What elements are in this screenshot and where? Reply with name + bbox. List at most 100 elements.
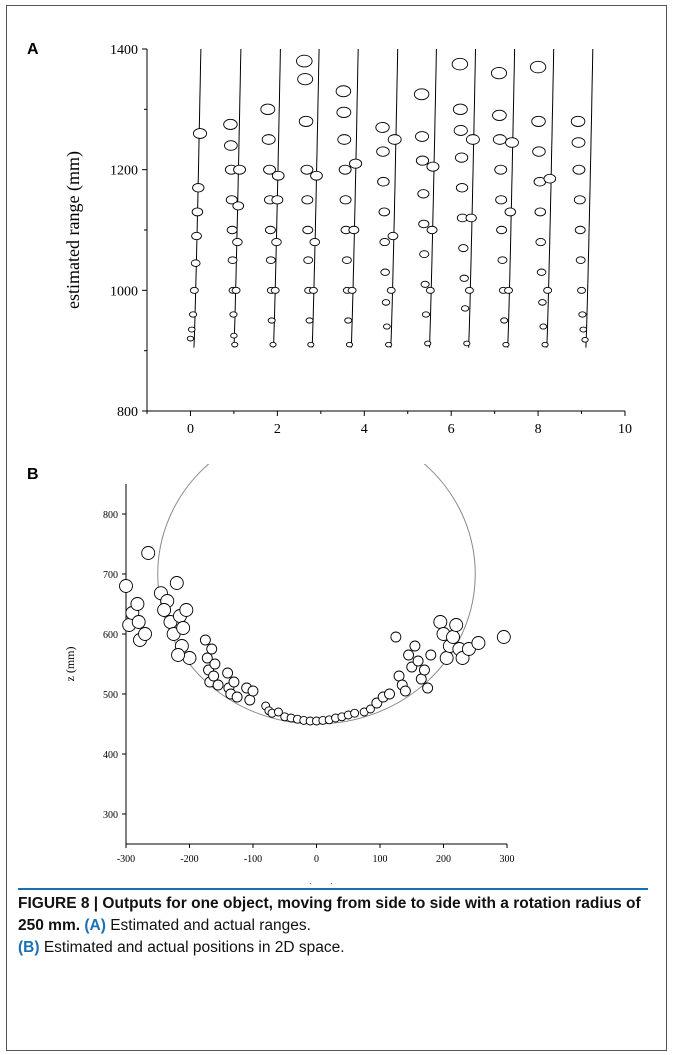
estimated-range-point (573, 195, 586, 205)
estimated-position-point (212, 679, 224, 691)
actual-range-curve (507, 48, 516, 348)
estimated-range-point (225, 195, 238, 205)
estimated-range-point (377, 176, 390, 187)
estimated-range-point (347, 286, 357, 294)
x-tick-label: -300 (117, 854, 135, 865)
estimated-position-point (199, 634, 211, 646)
estimated-position-point (131, 615, 146, 629)
y-tick-label: 500 (103, 690, 118, 701)
estimated-range-point (463, 340, 471, 347)
estimated-range-point (500, 317, 509, 324)
estimated-range-point (464, 286, 474, 294)
estimated-range-point (191, 207, 204, 217)
estimated-range-point (490, 66, 508, 80)
y-tick-label: 1200 (110, 164, 138, 179)
estimated-range-point (387, 134, 402, 145)
x-tick-label: 2 (274, 422, 281, 437)
x-tick-label: 100 (373, 854, 388, 865)
estimated-position-point (130, 597, 145, 611)
y-axis-label: z (mm) (63, 647, 77, 682)
estimated-range-point (303, 256, 314, 264)
estimated-range-point (572, 164, 586, 175)
estimated-range-point (451, 57, 469, 71)
estimated-range-point (497, 256, 508, 264)
estimated-range-point (379, 238, 390, 247)
actual-range-curve (350, 48, 359, 348)
caption-b-text: Estimated and actual positions in 2D spa… (43, 939, 345, 956)
estimated-range-point (495, 195, 508, 205)
chart-b: 300 400 500 600 700 800 -300 -200 -100 0 100 200 300… (63, 464, 515, 884)
estimated-range-point (297, 73, 314, 86)
estimated-range-point (341, 256, 352, 264)
actual-range-curve (390, 48, 399, 348)
estimated-range-point (543, 286, 553, 294)
figure-caption: FIGURE 8 | Outputs for one object, movin… (18, 893, 650, 959)
estimated-range-point (575, 256, 586, 264)
estimated-position-point (176, 621, 191, 635)
estimated-range-point (305, 317, 314, 324)
estimated-range-point (570, 115, 586, 127)
estimated-range-point (420, 280, 430, 288)
estimated-range-point (187, 326, 196, 333)
estimated-range-point (344, 317, 353, 324)
estimated-position-point (206, 643, 218, 655)
estimated-position-point (471, 636, 486, 650)
estimated-range-point (455, 183, 469, 193)
estimated-range-point (261, 134, 276, 145)
estimated-range-point (192, 128, 208, 139)
panel-a-label: A (27, 41, 39, 58)
estimated-position-point (384, 688, 395, 700)
y-tick-label: 700 (103, 570, 118, 581)
estimated-position-point (208, 670, 220, 682)
estimated-range-point (232, 201, 245, 211)
estimated-range-point (386, 286, 396, 294)
estimated-range-point (267, 317, 276, 324)
caption-title: FIGURE 8 | Outputs for one object, movin… (18, 895, 641, 934)
estimated-range-point (336, 106, 352, 119)
estimated-position-point (446, 630, 460, 644)
x-tick-label: 200 (436, 854, 451, 865)
estimated-range-point (300, 164, 314, 175)
estimated-range-point (415, 155, 430, 166)
estimated-position-point (201, 652, 213, 664)
x-tick-label: 6 (448, 422, 455, 437)
estimated-range-point (571, 137, 586, 148)
estimated-range-point (541, 341, 549, 348)
estimated-range-point (452, 103, 468, 116)
estimated-range-point (413, 88, 430, 101)
estimated-range-point (425, 286, 435, 294)
estimated-range-point (417, 189, 430, 199)
estimated-position-point (433, 615, 448, 629)
x-tick-label: -200 (180, 854, 198, 865)
estimated-range-point (496, 225, 508, 235)
estimated-range-point (465, 213, 477, 223)
estimated-position-point (209, 658, 221, 670)
caption-rule (18, 888, 648, 890)
y-tick-label: 800 (103, 510, 118, 521)
estimated-range-point (337, 134, 352, 145)
estimated-range-point (226, 225, 238, 235)
caption-a-label: (A) (84, 917, 106, 934)
estimated-position-point (273, 707, 283, 717)
estimated-range-point (381, 299, 391, 306)
y-tick-label: 1000 (110, 284, 138, 299)
estimated-range-point (189, 286, 199, 294)
estimated-position-point (403, 649, 415, 661)
estimated-position-point (415, 673, 427, 685)
estimated-range-point (378, 207, 391, 217)
estimated-range-point (348, 225, 360, 235)
estimated-position-point (419, 664, 430, 676)
estimated-range-point (298, 115, 314, 127)
panel-b-label: B (27, 466, 39, 483)
estimated-range-point (223, 118, 238, 130)
estimated-range-point (308, 286, 318, 294)
estimated-position-point (412, 655, 424, 667)
estimated-position-point (171, 648, 186, 662)
estimated-range-point (230, 332, 238, 339)
estimated-range-point (310, 170, 323, 181)
estimated-range-point (504, 286, 513, 294)
estimated-range-point (543, 173, 557, 184)
actual-range-curve (193, 48, 202, 348)
estimated-range-point (380, 268, 390, 276)
estimated-range-point (419, 250, 430, 259)
